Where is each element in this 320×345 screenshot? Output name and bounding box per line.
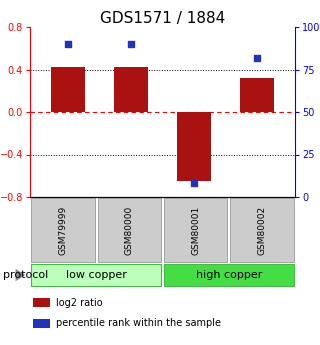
Text: low copper: low copper (66, 270, 127, 280)
Point (128, 41, 133, 47)
Text: percentile rank within the sample: percentile rank within the sample (57, 318, 221, 328)
Text: log2 ratio: log2 ratio (57, 297, 103, 307)
Text: GSM80000: GSM80000 (125, 205, 134, 255)
Text: GSM80002: GSM80002 (257, 205, 266, 255)
Text: GSM80001: GSM80001 (191, 205, 200, 255)
Text: protocol: protocol (3, 270, 48, 280)
Text: GSM79999: GSM79999 (59, 205, 68, 255)
Bar (164, 198, 228, 262)
Bar (31, 264, 162, 286)
Bar (177, 112, 212, 181)
Bar (33, 319, 50, 328)
Point (255, 55, 260, 60)
Bar (33, 298, 50, 307)
Bar (31, 198, 95, 262)
Bar (240, 78, 275, 112)
Point (191, 181, 196, 186)
Bar (164, 264, 294, 286)
Title: GDS1571 / 1884: GDS1571 / 1884 (100, 11, 225, 26)
Bar (98, 198, 161, 262)
Bar (114, 67, 148, 112)
Point (65, 41, 70, 47)
Bar (230, 198, 294, 262)
Bar (51, 67, 85, 112)
Text: high copper: high copper (196, 270, 262, 280)
